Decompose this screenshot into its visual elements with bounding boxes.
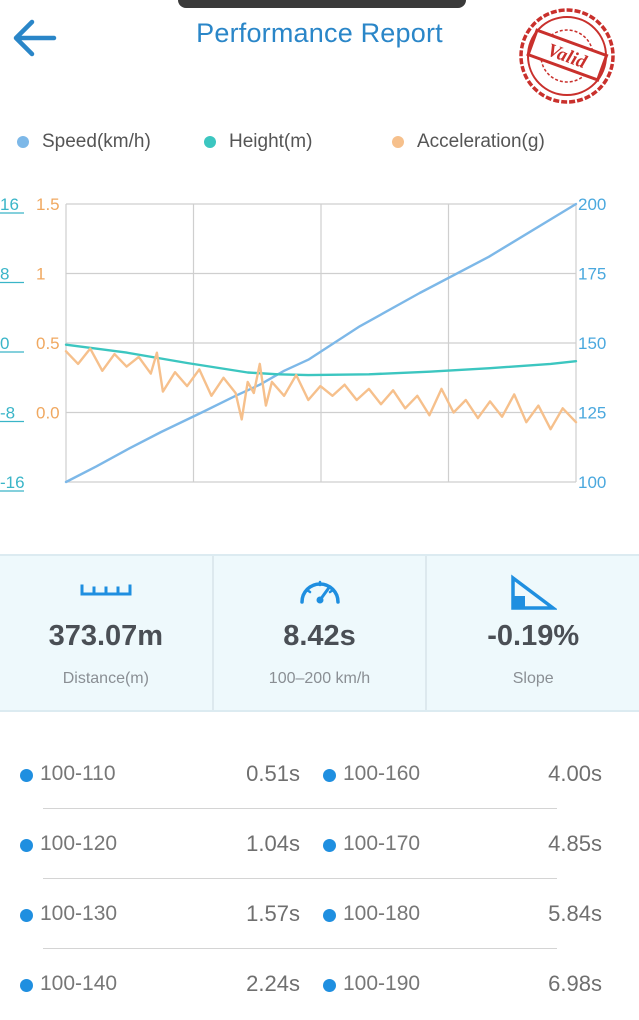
split-time: 2.24s	[246, 971, 300, 996]
height-legend-dot-icon	[204, 136, 216, 148]
header: Performance Report Valid	[0, 0, 639, 104]
speed-tick-label: 100	[578, 473, 606, 492]
acceleration-legend-dot-icon	[392, 136, 404, 148]
split-time: 4.85s	[548, 831, 602, 856]
bullet-icon	[323, 769, 336, 782]
split-row: 100-140 2.24s 100-190 6.98s	[0, 950, 639, 1020]
bullet-icon	[20, 909, 33, 922]
divider	[43, 808, 557, 809]
speed-legend-dot-icon	[17, 136, 29, 148]
stat-time: 8.42s 100–200 km/h	[211, 556, 426, 710]
split-range: 100-130	[40, 902, 118, 925]
top-notch	[178, 0, 466, 8]
time-label: 100–200 km/h	[268, 670, 371, 687]
acceleration-tick-label: 1.5	[36, 195, 60, 214]
speed-tick-label: 200	[578, 195, 606, 214]
split-range: 100-180	[343, 902, 421, 925]
ruler-icon	[80, 584, 132, 596]
distance-label: Distance(m)	[62, 670, 149, 687]
legend-height-label: Height(m)	[229, 131, 313, 152]
chart-legend: Speed(km/h) Height(m) Acceleration(g)	[0, 131, 639, 161]
slope-icon	[511, 574, 558, 610]
bullet-icon	[20, 839, 33, 852]
legend-height[interactable]: Height(m)	[204, 131, 312, 153]
acceleration-tick-label: 0.5	[36, 334, 60, 353]
series-line-speed-km-h	[64, 202, 578, 484]
split-item-100-130: 100-130 1.57s	[0, 880, 320, 950]
acceleration-tick-label: 1	[36, 265, 45, 284]
speedometer-icon	[299, 580, 340, 604]
split-row: 100-120 1.04s 100-170 4.85s	[0, 810, 639, 880]
split-item-100-180: 100-180 5.84s	[320, 880, 639, 950]
bullet-icon	[323, 839, 336, 852]
split-time: 1.57s	[246, 901, 300, 926]
height-tick-label: 8	[0, 265, 9, 284]
split-item-100-170: 100-170 4.85s	[320, 810, 639, 880]
page-title: Performance Report	[196, 18, 443, 48]
divider	[43, 948, 557, 949]
stat-slope: -0.19% Slope	[425, 556, 639, 710]
series-line-height-m	[64, 343, 578, 377]
split-item-100-190: 100-190 6.98s	[320, 950, 639, 1020]
legend-speed-label: Speed(km/h)	[42, 131, 151, 152]
split-time: 5.84s	[548, 901, 602, 926]
valid-stamp: Valid	[519, 8, 615, 104]
acceleration-tick-label: 0.0	[36, 404, 60, 423]
split-time: 1.04s	[246, 831, 300, 856]
height-tick-label: 16	[0, 195, 19, 214]
split-range: 100-170	[343, 832, 421, 855]
split-time: 6.98s	[548, 971, 602, 996]
height-tick-label: -8	[0, 404, 15, 423]
back-button[interactable]	[10, 16, 60, 60]
stat-distance: 373.07m Distance(m)	[0, 556, 212, 710]
distance-value: 373.07m	[48, 620, 164, 652]
split-item-100-120: 100-120 1.04s	[0, 810, 320, 880]
stats-panel: 373.07m Distance(m) 8.42s 100–200 km/h -…	[0, 554, 639, 712]
bullet-icon	[20, 979, 33, 992]
split-item-100-140: 100-140 2.24s	[0, 950, 320, 1020]
height-tick-label: -16	[0, 473, 25, 492]
legend-acceleration-label: Acceleration(g)	[417, 131, 545, 152]
speed-tick-label: 175	[578, 265, 606, 284]
height-tick-label: 0	[0, 334, 9, 353]
split-range: 100-120	[40, 832, 118, 855]
split-time: 4.00s	[548, 761, 602, 786]
series-line-acceleration-g	[64, 347, 578, 431]
split-range: 100-110	[40, 762, 116, 785]
split-time: 0.51s	[246, 761, 300, 786]
bullet-icon	[323, 979, 336, 992]
split-row: 100-110 0.51s 100-160 4.00s	[0, 740, 639, 810]
slope-label: Slope	[512, 670, 554, 687]
split-range: 100-190	[343, 972, 421, 995]
split-row: 100-130 1.57s 100-180 5.84s	[0, 880, 639, 950]
split-item-100-110: 100-110 0.51s	[0, 740, 320, 810]
speed-tick-label: 150	[578, 334, 606, 353]
divider	[43, 878, 557, 879]
time-value: 8.42s	[283, 620, 356, 652]
bullet-icon	[20, 769, 33, 782]
split-range: 100-140	[40, 972, 118, 995]
legend-acceleration[interactable]: Acceleration(g)	[392, 131, 545, 153]
slope-value: -0.19%	[487, 620, 580, 652]
speed-tick-label: 125	[578, 404, 606, 423]
performance-chart: 16 8 0 -8 -16 1.5 1 0.5 0.0 200 175 150 125 100	[0, 195, 606, 492]
bullet-icon	[323, 909, 336, 922]
legend-speed[interactable]: Speed(km/h)	[17, 131, 151, 153]
back-arrow-icon	[13, 19, 57, 57]
split-item-100-160: 100-160 4.00s	[320, 740, 639, 810]
split-range: 100-160	[343, 762, 421, 785]
